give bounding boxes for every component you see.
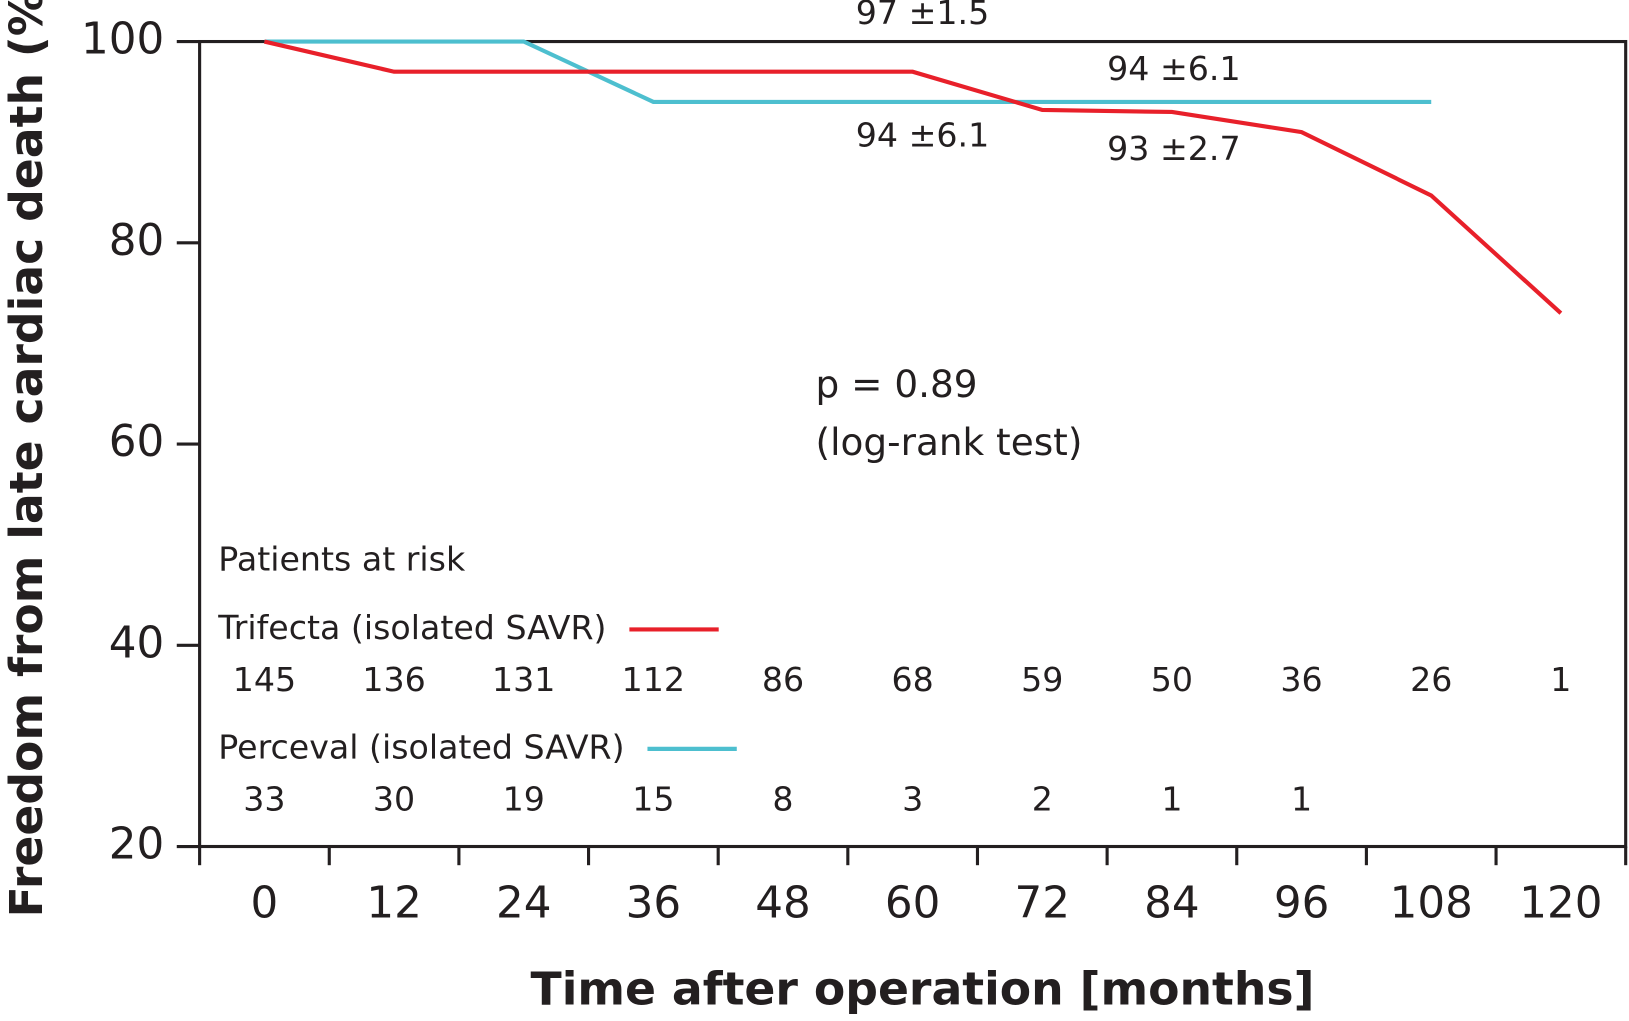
y-tick-label: 100 [81,15,164,65]
at-risk-count: 15 [632,779,674,818]
at-risk-count: 30 [373,779,415,818]
x-tick-label: 108 [1390,879,1473,929]
risk-table-title: Patients at risk [218,539,466,578]
y-axis-title: Freedom from late cardiac death (%) [0,0,53,917]
x-tick-label: 120 [1519,879,1602,929]
annotation: 94 ±6.1 [856,116,990,155]
at-risk-count: 1 [1550,660,1571,699]
series-line [264,39,1432,104]
x-tick-label: 72 [1015,879,1070,929]
at-risk-count: 68 [892,660,934,699]
legend-label: Perceval (isolated SAVR) [218,727,624,766]
annotation: p = 0.89 [816,362,978,406]
annotation: 97 ±1.5 [856,0,990,32]
at-risk-count: 1 [1161,779,1182,818]
annotation: (log-rank test) [816,420,1083,464]
at-risk-count: 33 [243,779,285,818]
x-tick-label: 84 [1144,879,1200,929]
legend-label: Trifecta (isolated SAVR) [217,608,606,647]
x-tick-label: 24 [496,879,552,929]
x-tick-label: 96 [1274,879,1329,929]
at-risk-count: 8 [772,779,793,818]
at-risk-count: 50 [1151,660,1193,699]
x-tick-label: 0 [251,879,279,929]
annotation: 94 ±6.1 [1107,49,1241,88]
y-tick-label: 20 [109,820,165,870]
at-risk-count: 136 [362,660,425,699]
x-axis-title: Time after operation [months] [531,962,1315,1015]
y-tick-label: 80 [109,216,165,266]
y-tick-label: 40 [109,618,165,668]
at-risk-count: 131 [492,660,555,699]
at-risk-count: 59 [1021,660,1063,699]
at-risk-count: 1 [1291,779,1312,818]
x-tick-label: 60 [885,879,941,929]
at-risk-count: 26 [1410,660,1452,699]
at-risk-count: 2 [1032,779,1053,818]
at-risk-count: 112 [622,660,685,699]
annotation: 93 ±2.7 [1107,129,1241,168]
at-risk-count: 3 [902,779,923,818]
y-tick-label: 60 [109,417,165,467]
series-line [263,39,1563,315]
x-tick-label: 48 [755,879,811,929]
at-risk-count: 86 [762,660,804,699]
x-tick-label: 36 [626,879,682,929]
at-risk-count: 36 [1280,660,1322,699]
x-tick-label: 12 [366,879,422,929]
at-risk-count: 19 [503,779,545,818]
at-risk-count: 145 [233,660,296,699]
